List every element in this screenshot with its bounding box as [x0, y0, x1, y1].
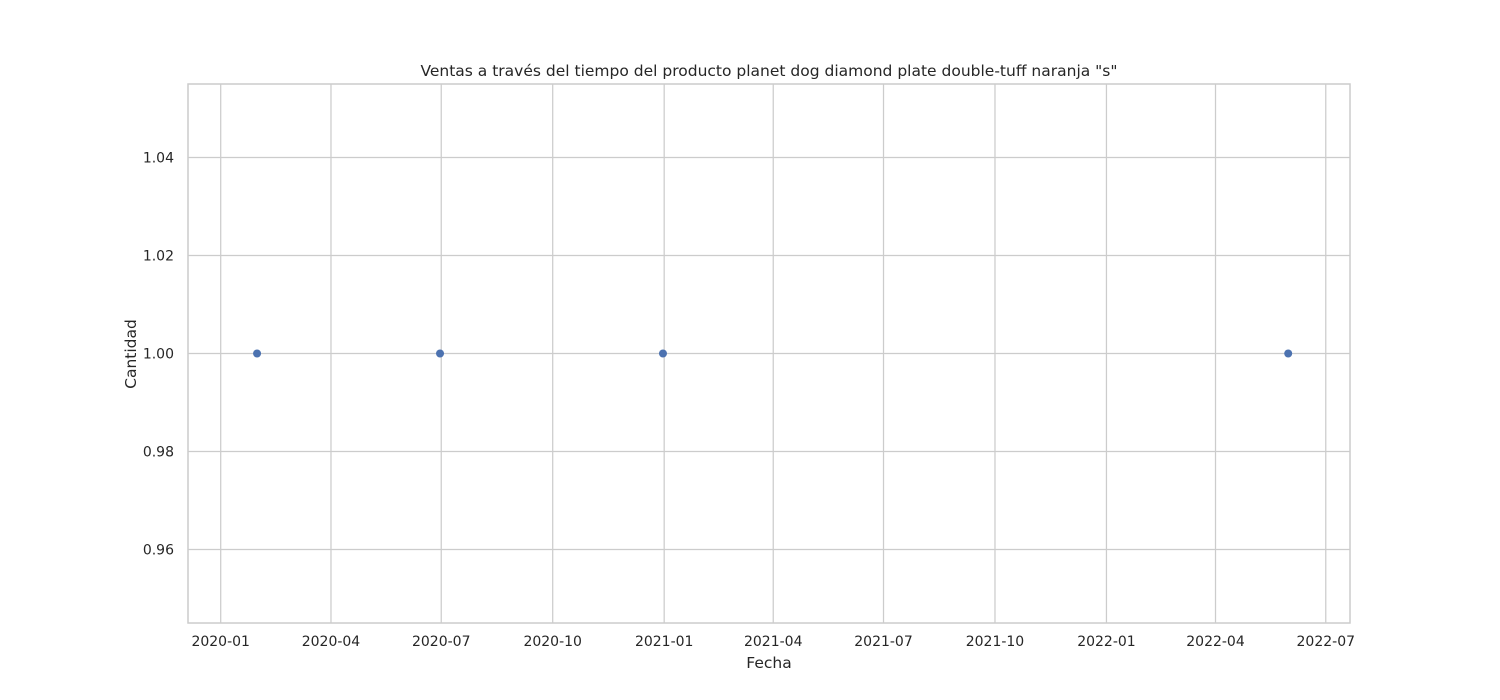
- grid-layer: [188, 84, 1350, 623]
- x-tick-label: 2021-07: [854, 634, 913, 650]
- x-tick-label: 2022-01: [1077, 634, 1136, 650]
- x-tick-label: 2020-10: [523, 634, 582, 650]
- y-tick-label: 1.02: [143, 249, 174, 265]
- y-axis-label: Cantidad: [122, 319, 140, 389]
- data-point: [436, 349, 445, 358]
- chart-title: Ventas a través del tiempo del producto …: [420, 62, 1117, 80]
- x-tick-label: 2020-07: [412, 634, 471, 650]
- x-tick-label: 2022-04: [1186, 634, 1245, 650]
- x-tick-label: 2020-04: [302, 634, 361, 650]
- x-tick-labels: 2020-01 2020-04 2020-07 2020-10 2021-01 2021-…: [191, 634, 1355, 650]
- y-tick-label: 1.00: [143, 347, 174, 363]
- x-tick-label: 2021-01: [635, 634, 694, 650]
- y-tick-label: 0.96: [143, 543, 174, 559]
- data-point: [1284, 349, 1293, 358]
- x-axis-label: Fecha: [746, 654, 791, 672]
- data-point: [253, 349, 262, 358]
- y-tick-labels: 0.96 0.98 1.00 1.02 1.04: [143, 151, 174, 559]
- points-layer: [253, 349, 1293, 358]
- plot-frame: [187, 83, 1351, 624]
- x-tick-label: 2022-07: [1297, 634, 1356, 650]
- x-tick-label: 2021-04: [744, 634, 803, 650]
- data-point: [658, 349, 667, 358]
- y-tick-label: 0.98: [143, 445, 174, 461]
- x-tick-label: 2020-01: [191, 634, 250, 650]
- x-tick-label: 2021-10: [966, 634, 1025, 650]
- y-tick-label: 1.04: [143, 151, 174, 167]
